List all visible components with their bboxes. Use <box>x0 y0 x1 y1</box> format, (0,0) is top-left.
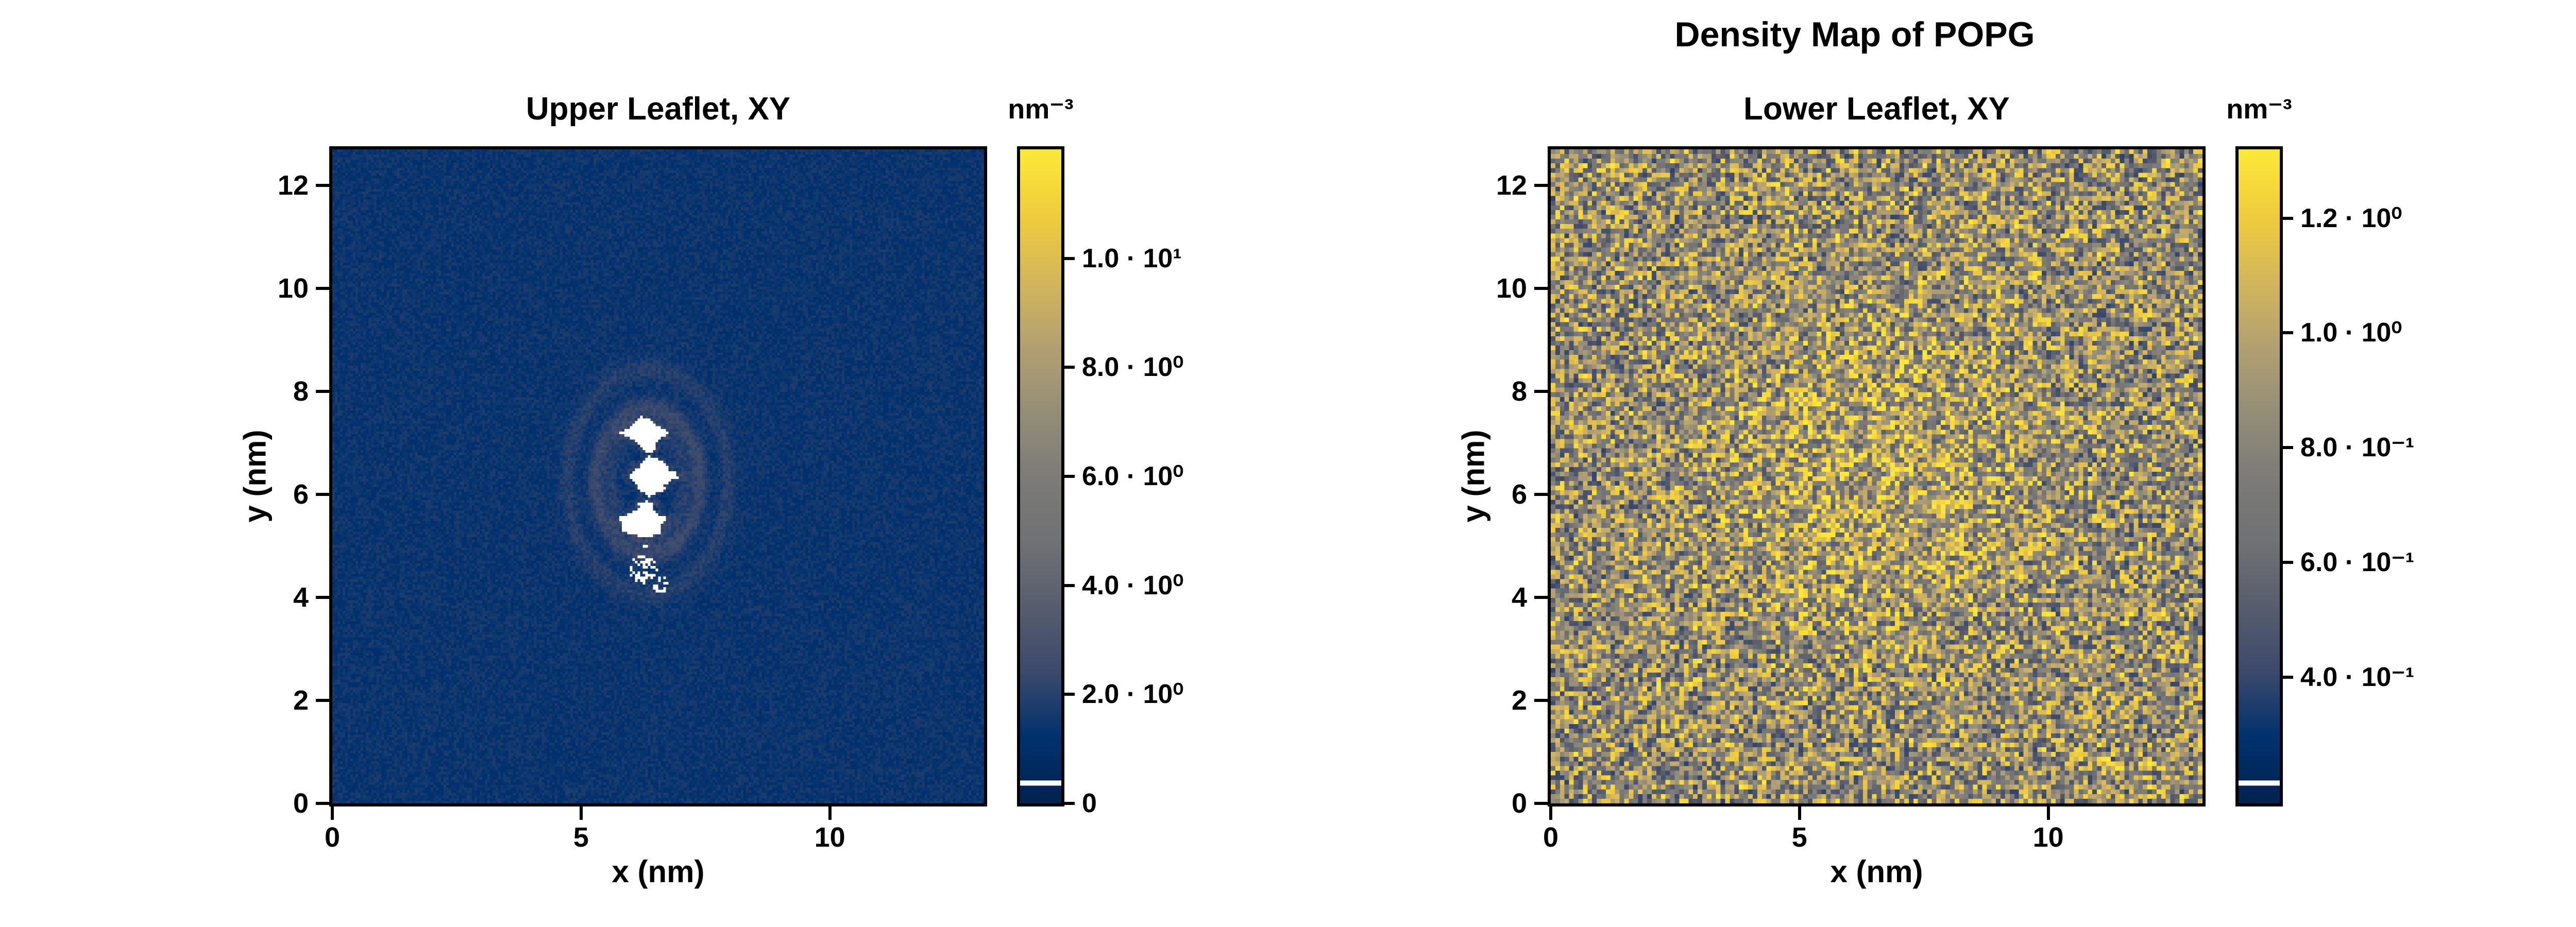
colorbar-tick-label: 8.0 · 10⁰ <box>1082 352 1184 383</box>
y-tick <box>1534 390 1548 393</box>
panel1-colorbar <box>1017 146 1064 806</box>
colorbar-tick <box>1064 693 1075 696</box>
colorbar-tick-label: 4.0 · 10⁻¹ <box>2300 662 2415 692</box>
y-tick <box>1534 287 1548 290</box>
y-tick <box>316 184 329 187</box>
panel1-colorbar-unit: nm⁻³ <box>1008 94 1074 125</box>
y-tick-label: 2 <box>1511 685 1527 716</box>
y-tick <box>316 493 329 496</box>
y-tick-label: 10 <box>277 273 309 304</box>
y-tick-label: 12 <box>277 170 309 201</box>
panel1-title: Upper Leaflet, XY <box>526 91 791 127</box>
x-tick-label: 0 <box>324 822 341 853</box>
y-tick-label: 10 <box>1496 273 1527 304</box>
y-tick <box>1534 596 1548 599</box>
panel2-plot <box>1548 146 2206 806</box>
y-tick <box>316 699 329 702</box>
colorbar-tick <box>1064 366 1075 369</box>
y-tick <box>316 287 329 290</box>
panel1-xlabel: x (nm) <box>612 854 705 889</box>
x-tick <box>1798 806 1801 820</box>
x-tick-label: 10 <box>2032 822 2064 853</box>
panel2-colorbar <box>2235 146 2283 806</box>
panel2-colorbar-unit: nm⁻³ <box>2226 94 2292 125</box>
colorbar-tick <box>2283 331 2293 335</box>
y-tick-label: 2 <box>293 685 309 716</box>
y-tick <box>316 596 329 599</box>
x-tick <box>331 806 334 820</box>
x-tick-label: 10 <box>814 822 845 853</box>
colorbar-tick <box>1064 475 1075 478</box>
colorbar-tick <box>2283 561 2293 564</box>
y-tick <box>1534 802 1548 805</box>
panel2-colorbar-gradient <box>2239 149 2280 803</box>
colorbar-tick <box>2283 216 2293 220</box>
colorbar-tick-label: 1.2 · 10⁰ <box>2300 203 2402 233</box>
colorbar-tick <box>1064 583 1075 587</box>
panel2-title: Lower Leaflet, XY <box>1743 91 2010 127</box>
y-tick-label: 6 <box>293 479 309 510</box>
colorbar-tick <box>1064 256 1075 260</box>
y-tick-label: 0 <box>293 788 309 819</box>
panel2-heatmap-canvas <box>1551 149 2202 803</box>
y-tick-label: 6 <box>1511 479 1527 510</box>
y-tick <box>1534 493 1548 496</box>
panel1-heatmap-canvas <box>332 149 984 803</box>
x-tick <box>579 806 583 820</box>
y-tick <box>316 390 329 393</box>
y-tick <box>1534 699 1548 702</box>
colorbar-tick-label: 1.0 · 10⁰ <box>2300 318 2402 348</box>
colorbar-tick <box>1064 802 1075 805</box>
colorbar-tick <box>2283 446 2293 450</box>
panel1-plot <box>329 146 987 806</box>
panel1-colorbar-gradient <box>1020 149 1061 803</box>
y-tick <box>316 802 329 805</box>
colorbar-tick-label: 1.0 · 10¹ <box>1082 243 1182 273</box>
x-tick-label: 5 <box>573 822 589 853</box>
y-tick-label: 0 <box>1511 788 1527 819</box>
x-tick-label: 5 <box>1791 822 1807 853</box>
colorbar-tick-label: 6.0 · 10⁻¹ <box>2300 547 2415 578</box>
y-tick-label: 12 <box>1496 170 1527 201</box>
y-tick <box>1534 184 1548 187</box>
colorbar-tick-label: 2.0 · 10⁰ <box>1082 679 1184 710</box>
x-tick <box>1549 806 1552 820</box>
y-tick-label: 4 <box>293 582 309 613</box>
y-tick-label: 8 <box>1511 376 1527 407</box>
panel2-xlabel: x (nm) <box>1830 854 1923 889</box>
y-tick-label: 4 <box>1511 582 1527 613</box>
colorbar-tick-label: 8.0 · 10⁻¹ <box>2300 433 2415 463</box>
x-tick-label: 0 <box>1543 822 1559 853</box>
colorbar-tick-label: 6.0 · 10⁰ <box>1082 461 1184 491</box>
colorbar-tick <box>2283 675 2293 679</box>
y-tick-label: 8 <box>293 376 309 407</box>
colorbar-tick-label: 0 <box>1082 788 1097 818</box>
figure-suptitle: Density Map of POPG <box>1674 15 2035 54</box>
x-tick <box>828 806 832 820</box>
colorbar-tick-label: 4.0 · 10⁰ <box>1082 570 1184 600</box>
x-tick <box>2046 806 2050 820</box>
